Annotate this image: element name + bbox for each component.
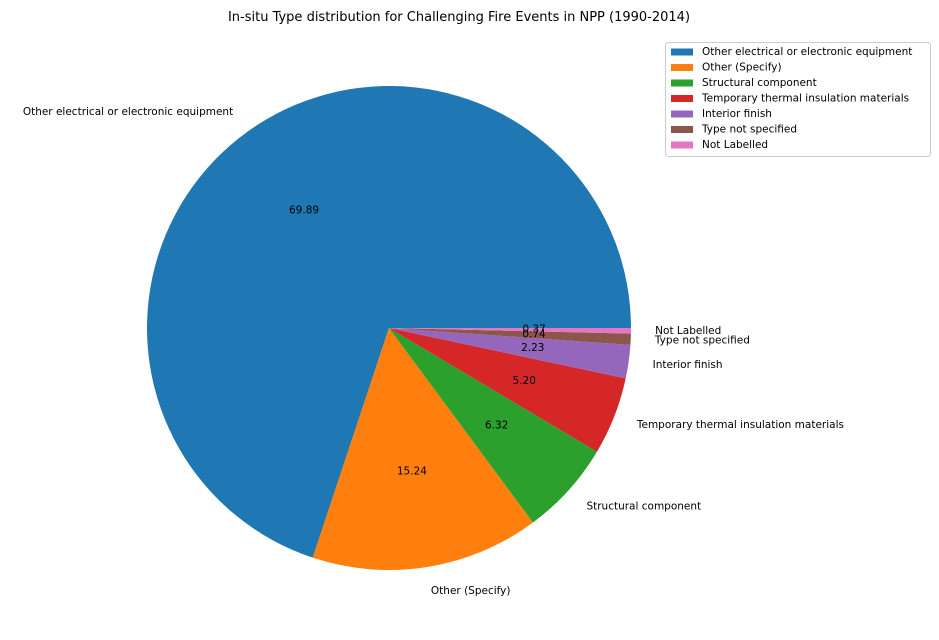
pie-slice-not-labelled (389, 328, 631, 334)
slice-labels: Other electrical or electronic equipment… (23, 106, 844, 597)
chart-title: In-situ Type distribution for Challengin… (228, 10, 690, 25)
legend-swatch-structural-component (671, 79, 693, 87)
pie-slice-structural-component (389, 328, 597, 523)
legend-label-type-not-specified: Type not specified (701, 124, 797, 136)
pie-slice-type-not-specified (389, 328, 631, 345)
slice-label-structural-component: Structural component (586, 501, 701, 513)
legend-label-structural-component: Structural component (702, 77, 817, 89)
slice-label-not-labelled: Not Labelled (655, 325, 721, 337)
legend-items: Other electrical or electronic equipment… (671, 46, 912, 151)
legend-frame (665, 42, 931, 157)
slice-value-labels: 69.89 15.24 6.32 5.20 2.230.740.37 (289, 204, 546, 477)
slice-value-type-not-specified: 0.74 (522, 329, 546, 341)
slice-value-other-specify: 15.24 (397, 465, 427, 477)
pie-slice-interior-finish (389, 328, 631, 379)
slice-value-temporary-thermal-insulation-materials: 5.20 (513, 375, 536, 387)
legend-label-interior-finish: Interior finish (702, 108, 772, 120)
legend-swatch-not-labelled (671, 141, 693, 149)
legend: Other electrical or electronic equipment… (665, 42, 931, 157)
slice-label-other-specify: Other (Specify) (431, 585, 511, 597)
slice-label-type-not-specified: Type not specified (654, 334, 750, 346)
legend-swatch-temporary-thermal-insulation-materials (671, 95, 693, 102)
legend-label-not-labelled: Not Labelled (702, 139, 768, 151)
legend-swatch-type-not-specified (671, 126, 693, 133)
slice-value-other-electrical-or-electronic-equipment: 69.89 (289, 204, 319, 216)
slice-label-interior-finish: Interior finish (653, 359, 723, 371)
legend-label-temporary-thermal-insulation-materials: Temporary thermal insulation materials (701, 93, 909, 105)
slice-label-other-electrical-or-electronic-equipment: Other electrical or electronic equipment (23, 106, 233, 118)
slice-value-not-labelled: 0.37 (522, 324, 545, 336)
legend-label-other-electrical-or-electronic-equipment: Other electrical or electronic equipment (702, 46, 912, 58)
slice-label-temporary-thermal-insulation-materials: Temporary thermal insulation materials (636, 419, 844, 431)
slice-value-interior-finish: 2.23 (521, 342, 544, 354)
legend-swatch-other-specify (671, 64, 693, 71)
slice-value-structural-component: 6.32 (485, 419, 508, 431)
legend-label-other-specify: Other (Specify) (702, 62, 782, 74)
legend-swatch-interior-finish (671, 110, 693, 118)
legend-swatch-other-electrical-or-electronic-equipment (671, 48, 693, 56)
pie-slice-other-specify (312, 328, 533, 570)
pie-slices (146, 86, 632, 570)
pie-slice-other-electrical-or-electronic-equipment (146, 86, 632, 558)
pie-slice-temporary-thermal-insulation-materials (389, 328, 626, 452)
